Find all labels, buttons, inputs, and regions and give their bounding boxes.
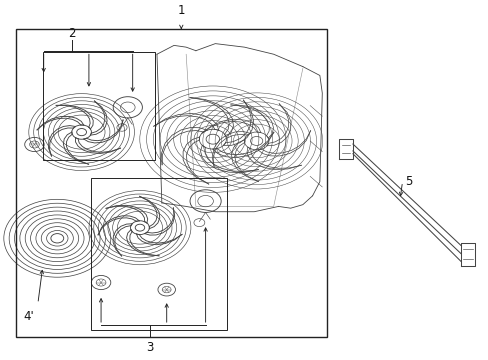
- Text: 5: 5: [404, 175, 411, 188]
- Text: 4': 4': [23, 310, 34, 323]
- Text: 3: 3: [146, 341, 153, 354]
- Bar: [16, 30, 326, 337]
- Text: 1: 1: [177, 4, 184, 17]
- Bar: [91, 178, 227, 330]
- Text: 2: 2: [68, 27, 76, 40]
- Bar: [42, 53, 154, 161]
